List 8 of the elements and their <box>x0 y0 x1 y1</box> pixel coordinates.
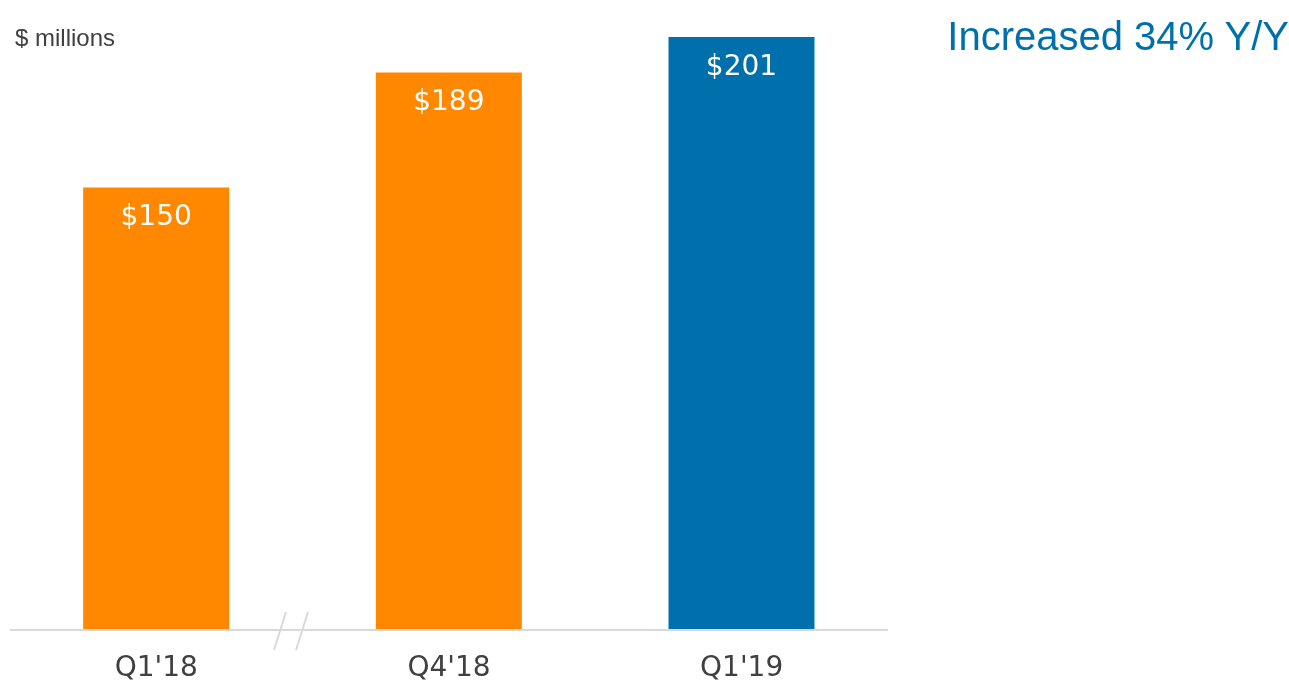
data-label: $201 <box>705 48 778 82</box>
y-axis-title: $ millions <box>15 24 116 52</box>
text: Increased 34% Y/Y <box>947 14 1289 59</box>
data-label: $189 <box>413 84 485 118</box>
x-tick-label: Q1'19 <box>700 649 784 683</box>
x-tick-label: Q4'18 <box>407 649 491 683</box>
data-label: $150 <box>120 199 192 233</box>
x-tick-label: Q1'18 <box>114 649 198 683</box>
